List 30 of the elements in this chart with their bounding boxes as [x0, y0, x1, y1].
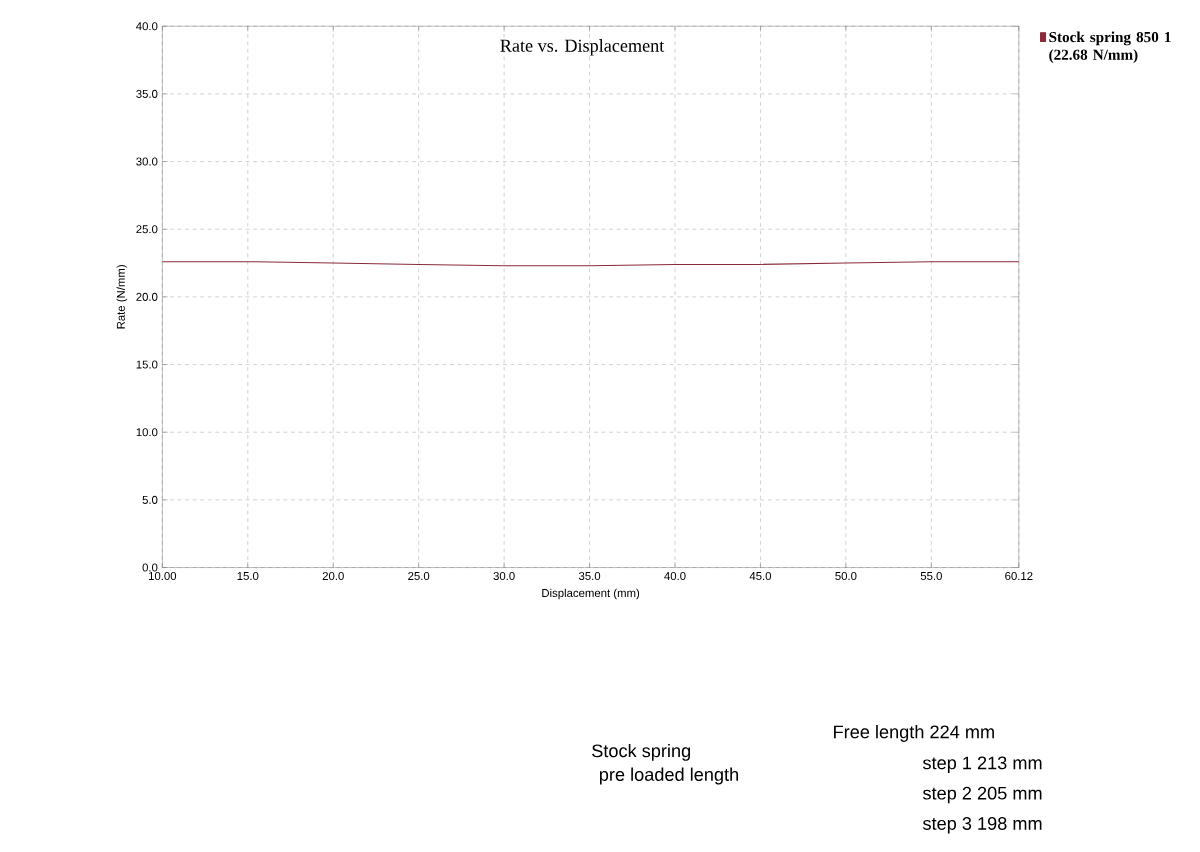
x-tick-label: 55.0: [920, 572, 942, 581]
y-tick-label: 20.0: [136, 292, 158, 302]
y-tick-label: 0.0: [142, 563, 158, 572]
y-tick-label: 15.0: [136, 360, 158, 369]
y-tick-label: 10.0: [136, 428, 158, 437]
text: pre loaded length: [599, 767, 739, 785]
text: step 1 213 mm: [922, 756, 1042, 774]
text: step 3 198 mm: [922, 817, 1042, 834]
x-tick-label: 50.0: [835, 572, 857, 581]
x-tick-label: 15.0: [237, 572, 259, 581]
y-tick-label: 25.0: [136, 225, 158, 234]
x-tick-label: 20.0: [322, 572, 344, 581]
y-tick-label: 40.0: [136, 22, 158, 31]
legend-label: Stock spring 850 1 (22.68 N/mm): [1049, 31, 1171, 64]
x-tick-label: 45.0: [749, 572, 772, 581]
x-tick-label: 10.00: [149, 572, 177, 581]
x-tick-label: 30.0: [493, 572, 515, 581]
x-tick-label: 60.12: [1005, 572, 1033, 581]
text: Rate vs. Displacement: [500, 39, 665, 56]
text: Free length 224 mm: [834, 725, 994, 743]
y-tick-label: 5.0: [142, 495, 158, 505]
x-axis-title: Displacement (mm): [542, 588, 640, 600]
text: step 2 205 mm: [922, 786, 1042, 804]
x-tick-label: 40.0: [664, 572, 686, 581]
y-tick-label: 35.0: [136, 89, 158, 99]
text: Stock spring: [592, 744, 691, 761]
x-tick-label: 35.0: [578, 572, 601, 581]
y-axis-title: Rate (N/mm): [116, 265, 128, 329]
y-tick-label: 30.0: [136, 157, 158, 166]
x-tick-label: 25.0: [408, 572, 430, 581]
